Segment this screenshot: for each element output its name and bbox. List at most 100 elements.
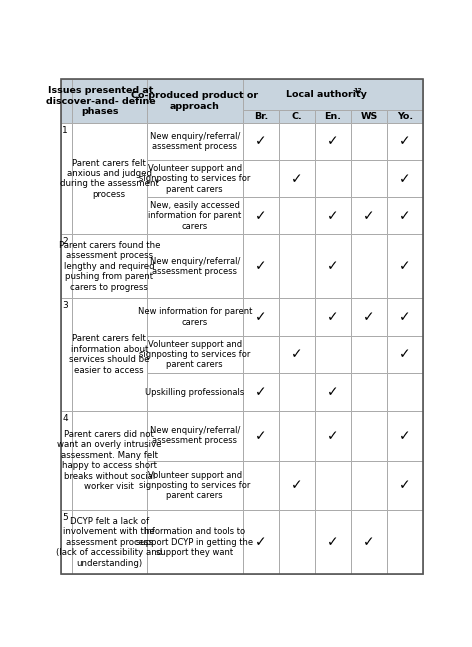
Bar bbox=[387, 461, 423, 510]
Bar bbox=[243, 197, 279, 234]
Bar bbox=[315, 160, 351, 197]
Text: DCYP felt a lack of
involvement with the
assessment process
(lack of accessibili: DCYP felt a lack of involvement with the… bbox=[56, 517, 162, 567]
Bar bbox=[351, 461, 387, 510]
Bar bbox=[279, 510, 315, 575]
Text: ✓: ✓ bbox=[255, 429, 267, 443]
Bar bbox=[60, 79, 72, 123]
Bar bbox=[387, 336, 423, 373]
Text: Information and tools to
support DCYP in getting the
support they want: Information and tools to support DCYP in… bbox=[136, 527, 253, 557]
Text: 4: 4 bbox=[62, 414, 67, 423]
Bar bbox=[351, 234, 387, 298]
Bar bbox=[147, 510, 243, 575]
Text: Volunteer support and
signposting to services for
parent carers: Volunteer support and signposting to ser… bbox=[139, 164, 251, 193]
Text: ✓: ✓ bbox=[399, 171, 411, 186]
Text: ✓: ✓ bbox=[327, 429, 339, 443]
Bar bbox=[351, 197, 387, 234]
Text: ✓: ✓ bbox=[255, 385, 267, 399]
Bar bbox=[315, 510, 351, 575]
Bar bbox=[243, 411, 279, 461]
Text: New enquiry/referral/
assessment process: New enquiry/referral/ assessment process bbox=[150, 426, 240, 445]
Bar bbox=[72, 123, 147, 234]
Text: ✓: ✓ bbox=[255, 259, 267, 273]
Text: Volunteer support and
signposting to services for
parent carers: Volunteer support and signposting to ser… bbox=[139, 340, 251, 369]
Bar bbox=[387, 197, 423, 234]
Text: WS: WS bbox=[361, 112, 378, 121]
Bar bbox=[243, 110, 279, 123]
Bar bbox=[387, 510, 423, 575]
Bar bbox=[279, 110, 315, 123]
Bar bbox=[351, 411, 387, 461]
Text: Yo.: Yo. bbox=[397, 112, 413, 121]
Text: Co-produced product or
approach: Co-produced product or approach bbox=[131, 91, 258, 111]
Bar bbox=[243, 123, 279, 160]
Text: ✓: ✓ bbox=[327, 209, 339, 223]
Bar bbox=[315, 197, 351, 234]
Text: Parent carers found the
assessment process
lengthy and required
pushing from par: Parent carers found the assessment proce… bbox=[59, 241, 160, 292]
Bar bbox=[279, 411, 315, 461]
Text: ✓: ✓ bbox=[327, 135, 339, 149]
Bar bbox=[387, 123, 423, 160]
Bar bbox=[243, 79, 423, 110]
Bar bbox=[279, 336, 315, 373]
Bar bbox=[243, 510, 279, 575]
Bar bbox=[147, 234, 243, 298]
Text: ✓: ✓ bbox=[327, 535, 339, 549]
Text: 2: 2 bbox=[62, 237, 67, 247]
Bar bbox=[315, 411, 351, 461]
Bar bbox=[279, 373, 315, 411]
Bar bbox=[147, 336, 243, 373]
Bar bbox=[60, 411, 72, 510]
Text: ✓: ✓ bbox=[255, 135, 267, 149]
Bar bbox=[279, 123, 315, 160]
Text: New information for parent
carers: New information for parent carers bbox=[137, 307, 252, 327]
Bar bbox=[243, 234, 279, 298]
Bar bbox=[243, 373, 279, 411]
Bar bbox=[147, 298, 243, 336]
Text: Upskilling professionals: Upskilling professionals bbox=[145, 388, 244, 397]
Bar bbox=[315, 461, 351, 510]
Bar bbox=[279, 160, 315, 197]
Text: ✓: ✓ bbox=[327, 259, 339, 273]
Bar bbox=[387, 160, 423, 197]
Bar bbox=[243, 336, 279, 373]
Bar bbox=[147, 123, 243, 160]
Bar bbox=[72, 298, 147, 411]
Text: ✓: ✓ bbox=[255, 310, 267, 324]
Bar bbox=[72, 234, 147, 298]
Bar bbox=[147, 411, 243, 461]
Text: ✓: ✓ bbox=[399, 347, 411, 362]
Bar bbox=[351, 373, 387, 411]
Text: New, easily accessed
information for parent
carers: New, easily accessed information for par… bbox=[148, 201, 241, 231]
Bar bbox=[60, 123, 72, 234]
Bar bbox=[147, 79, 243, 123]
Bar bbox=[72, 411, 147, 510]
Text: ✓: ✓ bbox=[327, 310, 339, 324]
Text: Parent carers did not
want an overly intrusive
assessment. Many felt
happy to ac: Parent carers did not want an overly int… bbox=[57, 430, 161, 491]
Bar bbox=[147, 461, 243, 510]
Text: Parent carers felt
information about
services should be
easier to access: Parent carers felt information about ser… bbox=[69, 334, 150, 375]
Text: Parent carers felt
anxious and judged
during the assessment
process: Parent carers felt anxious and judged du… bbox=[60, 159, 159, 199]
Text: ✓: ✓ bbox=[255, 209, 267, 223]
Bar bbox=[147, 373, 243, 411]
Bar bbox=[279, 197, 315, 234]
Bar bbox=[315, 298, 351, 336]
Text: Br.: Br. bbox=[254, 112, 268, 121]
Bar bbox=[351, 298, 387, 336]
Text: En.: En. bbox=[325, 112, 342, 121]
Text: ✓: ✓ bbox=[327, 385, 339, 399]
Bar bbox=[72, 510, 147, 575]
Bar bbox=[72, 79, 147, 123]
Bar bbox=[60, 510, 72, 575]
Text: Local authority: Local authority bbox=[287, 90, 367, 99]
Bar bbox=[315, 373, 351, 411]
Bar bbox=[351, 110, 387, 123]
Text: Volunteer support and
signposting to services for
parent carers: Volunteer support and signposting to ser… bbox=[139, 470, 251, 500]
Text: ✓: ✓ bbox=[255, 535, 267, 549]
Text: ✓: ✓ bbox=[363, 209, 375, 223]
Bar bbox=[387, 298, 423, 336]
Bar bbox=[351, 123, 387, 160]
Text: ✓: ✓ bbox=[399, 135, 411, 149]
Bar bbox=[243, 160, 279, 197]
Text: ✓: ✓ bbox=[399, 478, 411, 492]
Text: ✓: ✓ bbox=[291, 347, 303, 362]
